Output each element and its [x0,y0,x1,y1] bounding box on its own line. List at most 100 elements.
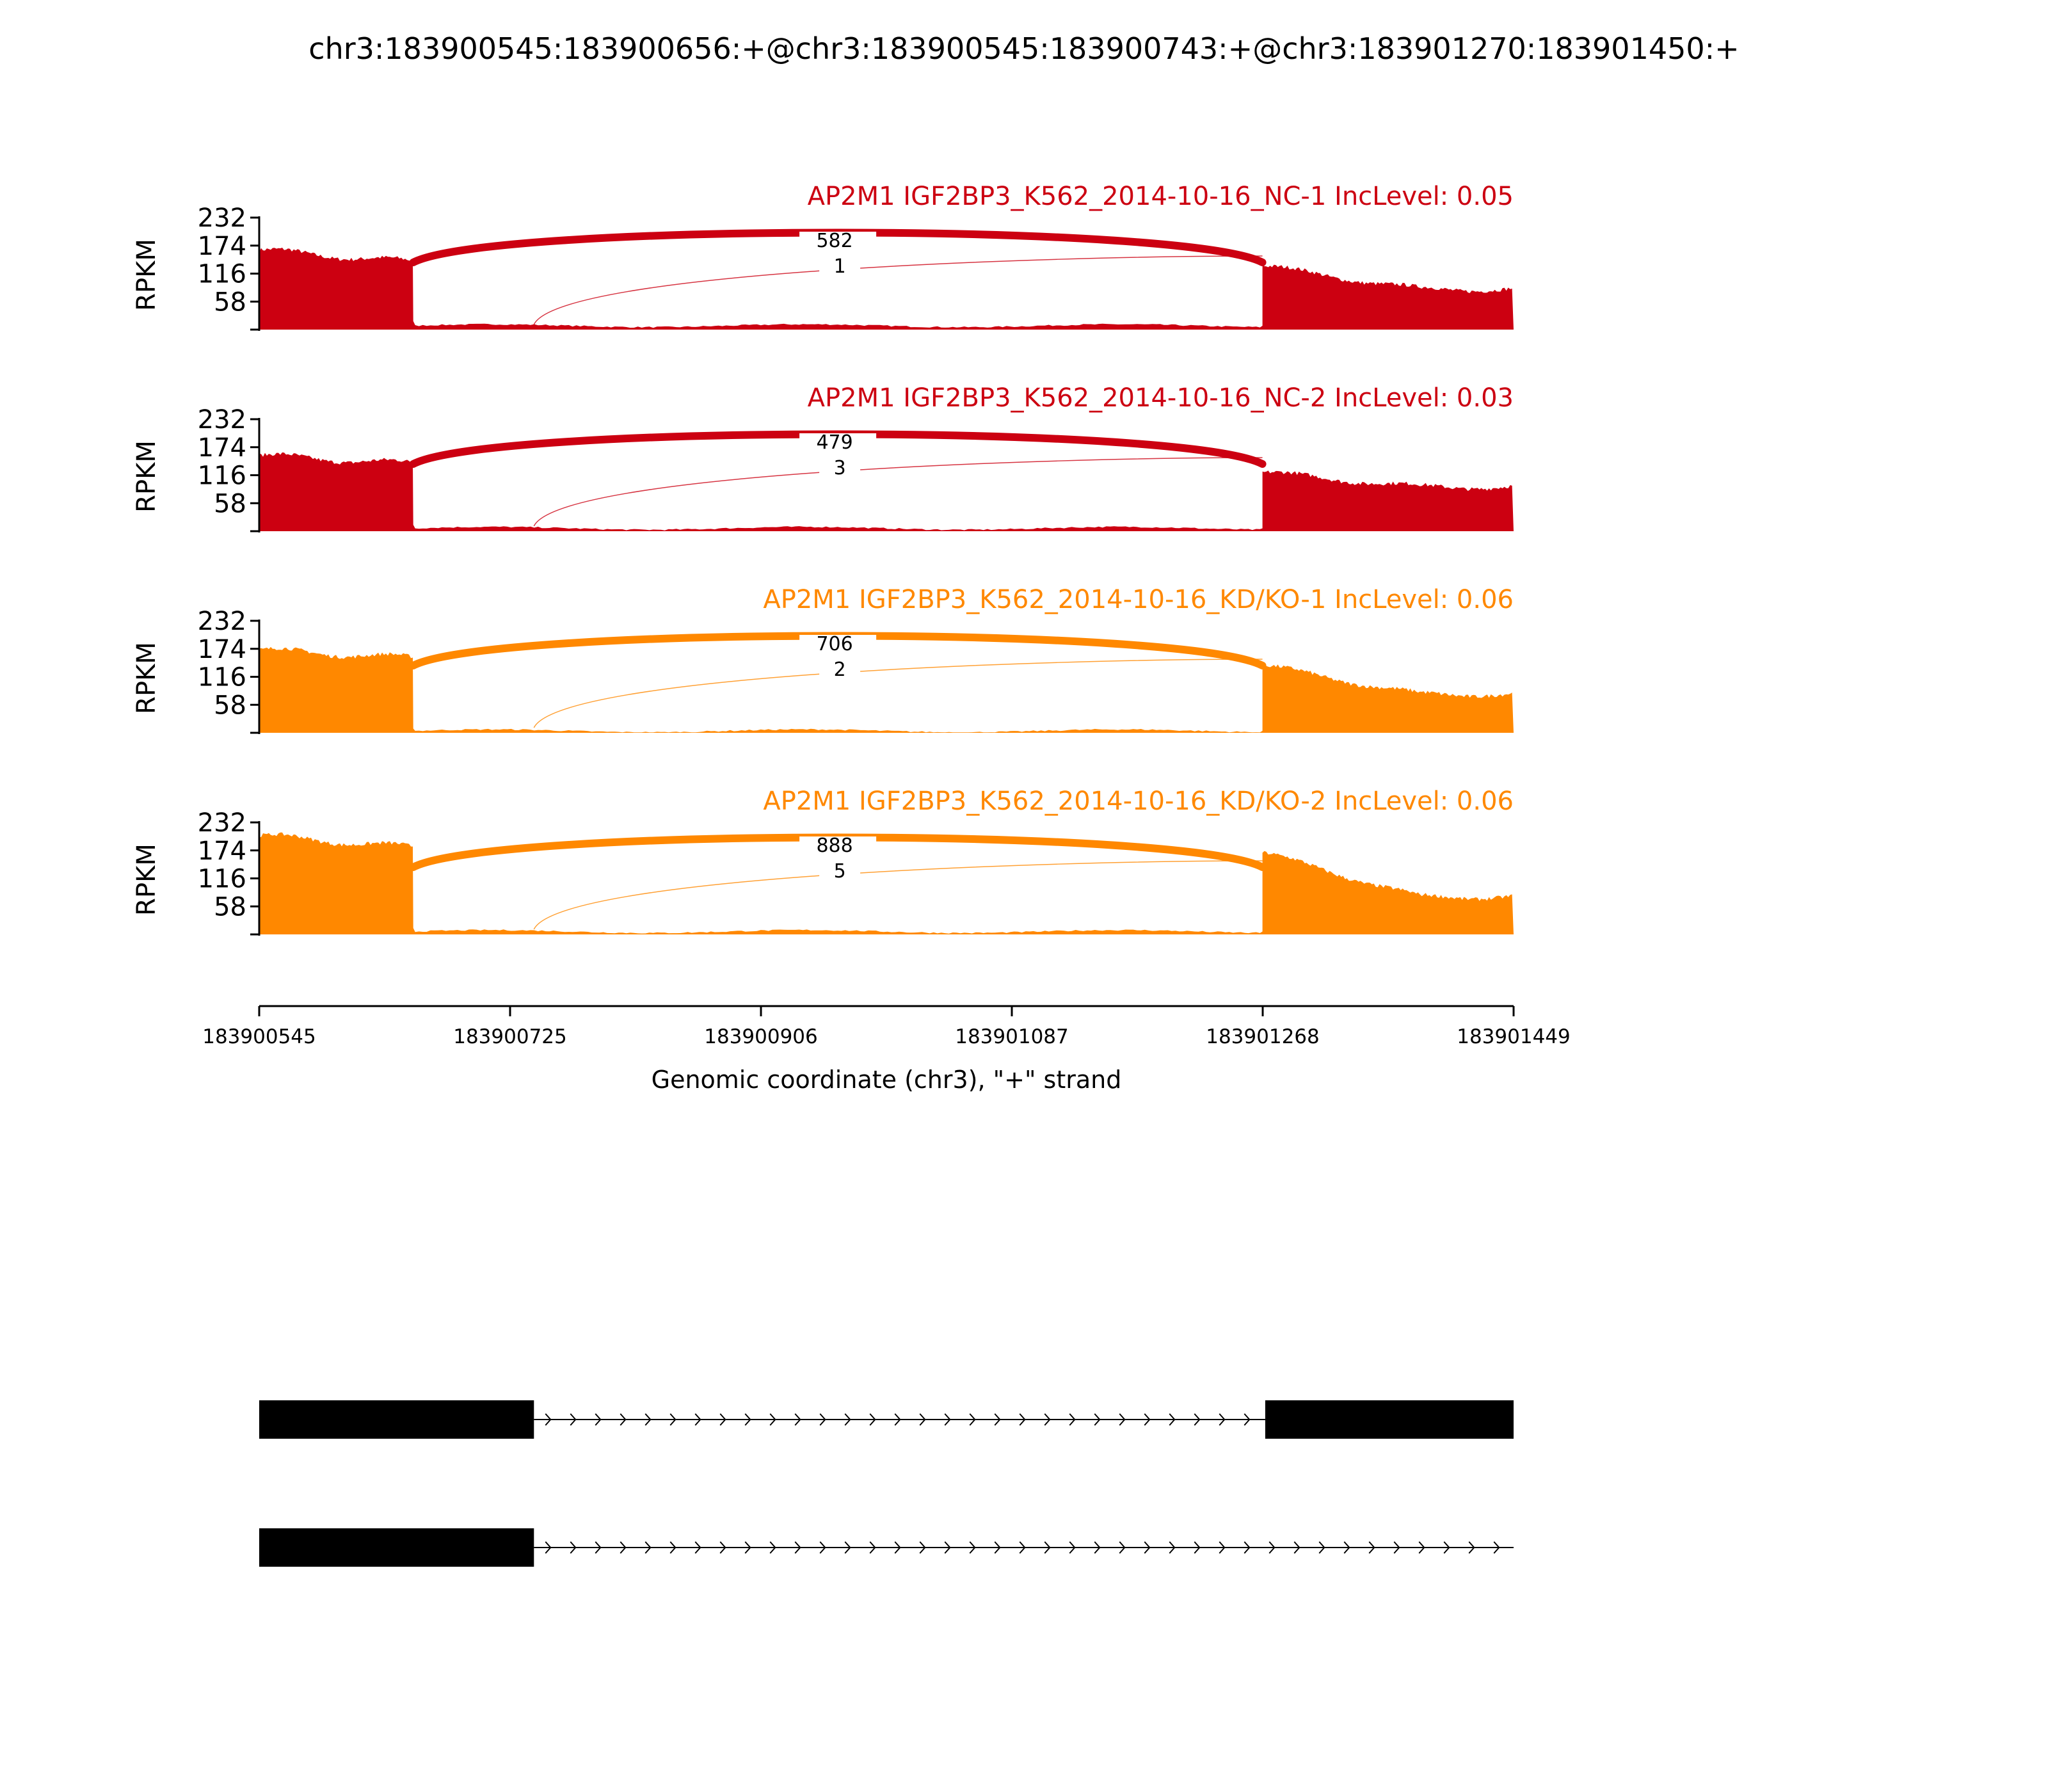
x-tick-label: 183901087 [955,1025,1069,1048]
strand-arrow [1219,1541,1226,1554]
junction-label-bg [819,659,861,681]
strand-arrow [794,1413,801,1426]
strand-arrow [1169,1413,1176,1426]
junction-count-label: 3 [834,457,846,479]
sample-label: AP2M1 IGF2BP3_K562_2014-10-16_NC-1 IncLe… [808,182,1514,211]
coverage-area [259,452,1514,531]
strand-arrow [1019,1413,1026,1426]
strand-arrow [644,1541,652,1554]
strand-arrow [1219,1413,1226,1426]
y-tick-label: 232 [198,607,246,636]
x-axis-label: Genomic coordinate (chr3), "+" strand [652,1066,1122,1094]
strand-arrow [969,1413,976,1426]
strand-arrow [620,1541,627,1554]
page-title: chr3:183900545:183900656:+@chr3:18390054… [308,31,1739,66]
strand-arrow [819,1541,826,1554]
strand-arrow [595,1413,602,1426]
y-tick-label: 58 [214,287,246,317]
y-axis-label: RPKM [132,440,161,513]
sample-label: AP2M1 IGF2BP3_K562_2014-10-16_KD/KO-2 In… [763,787,1514,816]
strand-arrow [919,1541,926,1554]
junction-label-bg [799,635,877,658]
junction-label-bg [799,836,877,860]
y-axis-label: RPKM [132,239,161,311]
coverage-area [259,646,1514,733]
strand-arrow [595,1541,602,1554]
strand-arrow [769,1541,776,1554]
y-tick-label: 116 [198,260,246,289]
sample-label: AP2M1 IGF2BP3_K562_2014-10-16_NC-2 IncLe… [808,383,1514,413]
strand-arrow [844,1541,851,1554]
y-axis-label: RPKM [132,844,161,916]
exon-block [1265,1400,1514,1439]
y-axis-label: RPKM [132,642,161,714]
strand-arrow [1169,1541,1176,1554]
junction-label-bg [819,861,861,883]
strand-arrow [620,1413,627,1426]
isoform-2 [259,1528,1514,1567]
strand-arrow [869,1413,876,1426]
strand-arrow [694,1413,701,1426]
strand-arrow [1119,1541,1126,1554]
strand-arrow [744,1413,751,1426]
isoform-structures [259,1400,1514,1567]
strand-arrow [570,1541,577,1554]
strand-arrow [1368,1541,1375,1554]
junction-arc-minor [533,255,1263,325]
strand-arrow [794,1541,801,1554]
y-tick-label: 116 [198,663,246,692]
strand-arrow [844,1413,851,1426]
strand-arrow [1119,1413,1126,1426]
strand-arrow [1293,1541,1300,1554]
y-tick-label: 232 [198,204,246,233]
strand-arrow [969,1541,976,1554]
strand-arrow [819,1413,826,1426]
strand-arrow [669,1541,676,1554]
strand-arrow [545,1413,552,1426]
strand-arrow [1194,1541,1201,1554]
strand-arrow [545,1541,552,1554]
isoform-1 [259,1400,1514,1439]
y-tick-label: 174 [198,433,246,463]
y-tick-label: 58 [214,691,246,720]
y-tick-label: 174 [198,836,246,866]
junction-label-bg [799,232,877,255]
junction-arc-minor [533,860,1263,930]
junction-label-bg [819,458,861,479]
strand-arrow [1268,1541,1276,1554]
strand-arrow [694,1541,701,1554]
x-tick-label: 183901449 [1457,1025,1571,1048]
x-tick-label: 183901268 [1206,1025,1320,1048]
strand-arrow [944,1413,951,1426]
strand-arrow [1194,1413,1201,1426]
strand-arrow [769,1413,776,1426]
strand-arrow [1044,1413,1051,1426]
strand-arrow [719,1413,726,1426]
strand-arrow [1069,1541,1076,1554]
strand-arrow [644,1413,652,1426]
exon-block [259,1528,534,1567]
strand-arrow [869,1541,876,1554]
y-tick-label: 232 [198,808,246,838]
strand-arrow [919,1413,926,1426]
strand-arrow [1343,1541,1350,1554]
strand-arrow [994,1413,1001,1426]
x-axis: 183900545 183900725 183900906 183901087 1839… [202,1005,1571,1048]
strand-arrow [570,1413,577,1426]
strand-arrow [1244,1541,1251,1554]
junction-count-label: 706 [816,633,852,655]
junction-count-label: 1 [834,255,846,278]
strand-arrow [894,1541,901,1554]
sample-label: AP2M1 IGF2BP3_K562_2014-10-16_KD/KO-1 In… [763,585,1514,614]
coverage-area [259,832,1514,934]
y-tick-label: 58 [214,489,246,518]
coverage-area [259,248,1514,330]
strand-arrow [894,1413,901,1426]
junction-arc-minor [533,659,1263,728]
strand-arrow [1094,1541,1101,1554]
strand-arrow [1443,1541,1450,1554]
